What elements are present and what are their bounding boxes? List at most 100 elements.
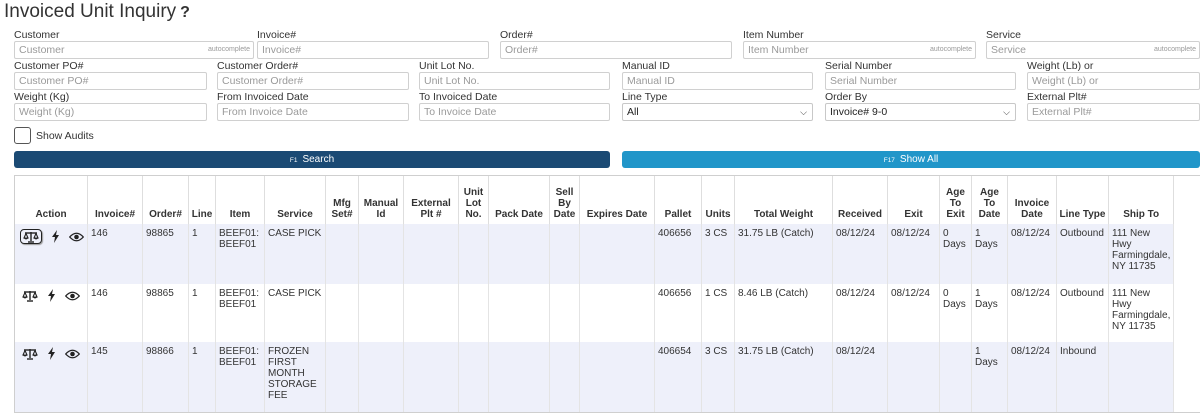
weight-lb-input[interactable]: Weight (Lb) or — [1027, 72, 1200, 90]
age-to-exit-cell: 0 Days — [939, 224, 972, 284]
show-audits-checkbox[interactable] — [14, 127, 31, 144]
column-header[interactable]: Service — [264, 176, 326, 224]
scale-icon[interactable] — [22, 290, 38, 302]
column-header[interactable]: Mfg Set# — [325, 176, 359, 224]
to-date-input[interactable]: To Invoice Date — [419, 103, 610, 121]
unit-lot-label: Unit Lot No. — [419, 60, 475, 72]
eye-icon[interactable] — [65, 291, 80, 301]
customer-input[interactable]: Customer autocomplete — [14, 41, 254, 59]
column-header[interactable]: Sell By Date — [549, 176, 580, 224]
results-table: Action Invoice# Order# Line Item Service… — [14, 175, 1200, 413]
column-header[interactable]: Invoice Date — [1007, 176, 1057, 224]
weight-lb-label: Weight (Lb) or — [1027, 60, 1094, 72]
service-filter: Service Service autocomplete — [986, 29, 1200, 59]
received-cell: 08/12/24 — [832, 284, 888, 342]
column-header[interactable]: Invoice# — [87, 176, 143, 224]
column-header[interactable]: Ship To — [1108, 176, 1175, 224]
scale-icon[interactable] — [22, 348, 38, 360]
customer-order-input[interactable]: Customer Order# — [217, 72, 409, 90]
customer-order-filter: Customer Order# Customer Order# — [217, 60, 409, 90]
lightning-bolt-icon[interactable] — [47, 289, 56, 302]
exit-cell: 08/12/24 — [887, 224, 940, 284]
column-header[interactable]: Received — [832, 176, 888, 224]
manual-id-input[interactable]: Manual ID — [622, 72, 813, 90]
serial-number-label: Serial Number — [825, 60, 893, 72]
item-number-input[interactable]: Item Number autocomplete — [743, 41, 976, 59]
page-title: Invoiced Unit Inquiry? — [4, 1, 190, 22]
line-type-label: Line Type — [622, 91, 668, 103]
line-type-select[interactable]: All ⌵ — [622, 103, 813, 121]
sell-by-cell — [549, 224, 580, 284]
column-header[interactable]: Age To Date — [971, 176, 1008, 224]
order-by-filter: Order By Invoice# 9-0 ⌵ — [825, 91, 1016, 121]
customer-order-label: Customer Order# — [217, 60, 299, 72]
order-label: Order# — [500, 29, 533, 41]
scale-icon[interactable] — [20, 229, 42, 244]
units-cell: 1 CS — [701, 284, 735, 342]
column-header[interactable]: Exit — [887, 176, 940, 224]
sell-by-cell — [549, 284, 580, 342]
column-header[interactable]: Age To Exit — [939, 176, 972, 224]
order-by-select[interactable]: Invoice# 9-0 ⌵ — [825, 103, 1016, 121]
exit-cell: 08/12/24 — [887, 284, 940, 342]
external-plt-input[interactable]: External Plt# — [1027, 103, 1200, 121]
unit-lot-input[interactable]: Unit Lot No. — [419, 72, 610, 90]
units-cell: 3 CS — [701, 342, 735, 412]
column-header[interactable]: Unit Lot No. — [458, 176, 489, 224]
order-input[interactable]: Order# — [500, 41, 732, 59]
column-header[interactable]: Line Type — [1056, 176, 1109, 224]
service-input[interactable]: Service autocomplete — [986, 41, 1200, 59]
pack-date-cell — [488, 224, 550, 284]
unit-lot-cell — [458, 284, 489, 342]
order-cell: 98866 — [142, 342, 189, 412]
ship-to-cell: 111 New Hwy Farmingdale, NY 11735 — [1108, 284, 1175, 342]
service-label: Service — [986, 29, 1022, 41]
invoice-date-cell: 08/12/24 — [1007, 342, 1057, 412]
action-cell — [15, 284, 88, 342]
search-button[interactable]: F1 Search — [14, 151, 610, 168]
column-header: Action — [15, 176, 88, 224]
pack-date-cell — [488, 284, 550, 342]
order-filter: Order# Order# — [500, 29, 732, 59]
column-header[interactable]: Item — [215, 176, 265, 224]
column-header[interactable]: Manual Id — [358, 176, 404, 224]
customer-label: Customer — [14, 29, 60, 41]
lightning-bolt-icon[interactable] — [47, 347, 56, 360]
customer-po-input[interactable]: Customer PO# — [14, 72, 207, 90]
column-header[interactable]: Line — [188, 176, 216, 224]
from-date-input[interactable]: From Invoice Date — [217, 103, 409, 121]
column-header[interactable]: Units — [701, 176, 735, 224]
external-plt-cell — [403, 342, 459, 412]
weight-kg-input[interactable]: Weight (Kg) — [14, 103, 207, 121]
age-to-exit-cell: 0 Days — [939, 284, 972, 342]
eye-icon[interactable] — [69, 232, 84, 242]
invoice-input[interactable]: Invoice# — [257, 41, 489, 59]
help-icon[interactable]: ? — [180, 4, 190, 21]
serial-number-input[interactable]: Serial Number — [825, 72, 1016, 90]
search-shortcut: F1 — [289, 157, 298, 164]
column-header[interactable]: Pallet — [654, 176, 702, 224]
column-header[interactable]: Total Weight — [734, 176, 833, 224]
invoice-date-cell: 08/12/24 — [1007, 224, 1057, 284]
show-audits-label: Show Audits — [36, 129, 94, 142]
column-header[interactable]: Expires Date — [579, 176, 655, 224]
to-date-label: To Invoiced Date — [419, 91, 498, 103]
column-header[interactable]: Order# — [142, 176, 189, 224]
service-cell: CASE PICK — [264, 284, 326, 342]
from-date-filter: From Invoiced Date From Invoice Date — [217, 91, 409, 121]
ship-to-cell: 111 New Hwy Farmingdale, NY 11735 — [1108, 224, 1175, 284]
invoice-date-cell: 08/12/24 — [1007, 284, 1057, 342]
show-all-button[interactable]: F17 Show All — [622, 151, 1200, 168]
column-header[interactable]: Pack Date — [488, 176, 550, 224]
total-weight-cell: 31.75 LB (Catch) — [734, 224, 833, 284]
lightning-bolt-icon[interactable] — [51, 230, 60, 243]
eye-icon[interactable] — [65, 349, 80, 359]
expires-cell — [579, 284, 655, 342]
unit-lot-cell — [458, 342, 489, 412]
manual-id-cell — [358, 284, 404, 342]
manual-id-label: Manual ID — [622, 60, 670, 72]
item-cell: BEEF01: BEEF01 — [215, 342, 265, 412]
autocomplete-hint: autocomplete — [1153, 46, 1196, 53]
column-header[interactable]: External Plt # — [403, 176, 459, 224]
customer-filter: Customer Customer autocomplete — [14, 29, 254, 59]
